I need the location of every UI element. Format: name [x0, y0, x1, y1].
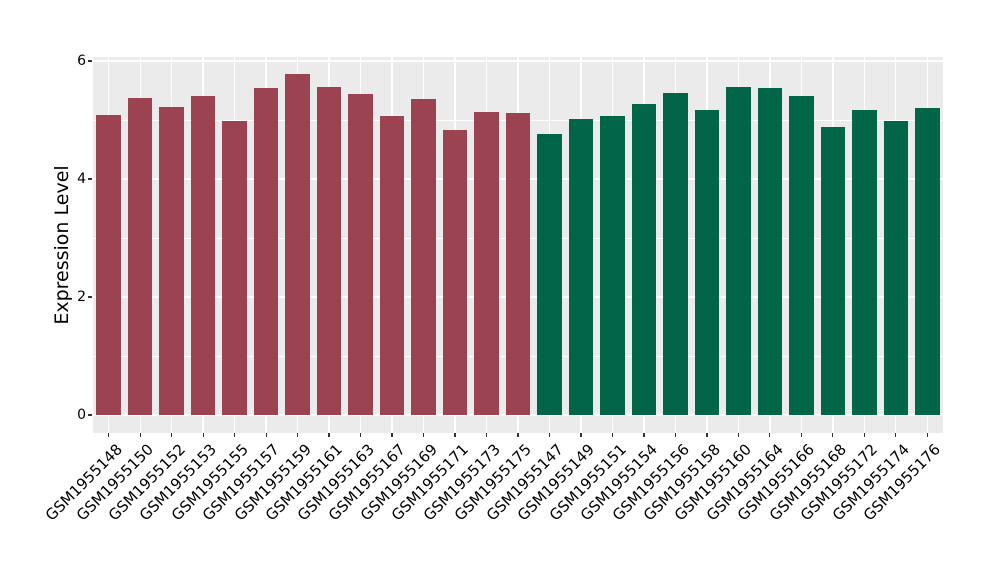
plot-panel [93, 57, 943, 433]
bar-GSM1955159 [285, 73, 310, 415]
bar-GSM1955175 [505, 112, 531, 415]
x-tick-mark [517, 433, 519, 437]
y-tick-mark [88, 296, 92, 298]
x-tick-mark [800, 433, 802, 437]
x-tick-mark [548, 433, 551, 437]
x-tick-mark [706, 433, 708, 437]
x-tick-mark [674, 433, 677, 437]
x-tick-mark [926, 433, 928, 437]
bar-GSM1955169 [411, 98, 436, 415]
x-tick-mark [863, 433, 865, 437]
bar-GSM1955155 [222, 121, 247, 415]
y-tick-label: 0 [77, 407, 86, 423]
bar-GSM1955176 [914, 108, 940, 415]
x-tick-mark [139, 433, 141, 437]
x-tick-mark [202, 433, 204, 437]
y-tick-label: 6 [77, 53, 86, 69]
x-tick-mark [359, 433, 362, 437]
bar-GSM1955157 [253, 88, 279, 415]
bar-GSM1955147 [537, 133, 562, 415]
bar-GSM1955164 [757, 88, 783, 415]
x-tick-mark [391, 433, 393, 437]
bar-GSM1955172 [852, 109, 877, 415]
y-tick-mark [88, 60, 92, 62]
x-tick-mark [422, 433, 425, 437]
x-tick-mark [580, 433, 582, 437]
x-tick-mark [234, 433, 236, 437]
bar-GSM1955149 [568, 118, 594, 415]
x-tick-mark [832, 433, 834, 437]
y-tick-mark [88, 178, 92, 180]
bar-GSM1955167 [379, 116, 405, 415]
y-tick-label: 4 [77, 171, 86, 187]
bar-GSM1955171 [442, 130, 468, 415]
x-tick-mark [895, 433, 897, 437]
bar-GSM1955153 [190, 95, 216, 415]
x-tick-mark [171, 433, 173, 437]
bar-GSM1955148 [96, 115, 121, 415]
x-tick-mark [328, 433, 330, 437]
bar-GSM1955168 [820, 127, 846, 415]
x-tick-mark [265, 433, 267, 437]
x-tick-mark [108, 433, 110, 437]
y-axis-title: Expression Level [51, 165, 73, 325]
bar-GSM1955161 [316, 86, 342, 415]
bar-GSM1955174 [883, 121, 909, 415]
y-tick-mark [88, 414, 92, 416]
x-tick-mark [737, 433, 740, 437]
bar-GSM1955154 [631, 104, 657, 415]
bar-GSM1955150 [127, 98, 153, 415]
x-tick-mark [485, 433, 488, 437]
bar-GSM1955160 [726, 86, 751, 415]
x-tick-mark [454, 433, 456, 437]
bar-GSM1955156 [663, 93, 688, 415]
bar-GSM1955152 [159, 107, 184, 415]
x-tick-mark [611, 433, 614, 437]
x-tick-mark [769, 433, 771, 437]
bar-GSM1955151 [600, 115, 625, 415]
x-tick-mark [296, 433, 299, 437]
bar-GSM1955163 [348, 94, 373, 415]
y-tick-label: 2 [77, 289, 86, 305]
x-tick-mark [643, 433, 645, 437]
bar-GSM1955173 [474, 111, 499, 415]
bar-GSM1955166 [789, 95, 814, 415]
bar-GSM1955158 [694, 109, 720, 415]
